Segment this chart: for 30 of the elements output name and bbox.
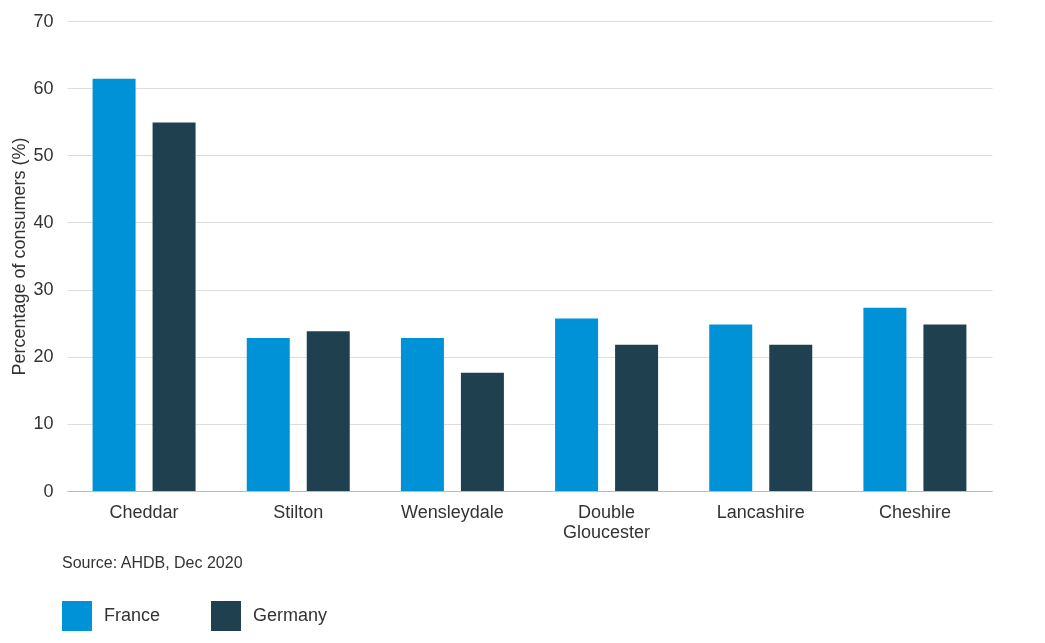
x-tick-label: Lancashire [716, 501, 805, 522]
y-tick-label: 20 [33, 346, 54, 367]
source-note: Source: AHDB, Dec 2020 [62, 554, 243, 571]
bar [615, 344, 659, 491]
bar [555, 318, 599, 491]
legend-label: France [104, 605, 161, 625]
bar [152, 122, 196, 491]
y-tick-label: 30 [33, 279, 54, 300]
bar [246, 337, 290, 491]
y-tick-label: 70 [33, 10, 54, 31]
bar [863, 307, 907, 491]
y-axis-title: Percentage of consumers (%) [9, 137, 30, 376]
y-tick-label: 50 [33, 144, 54, 165]
bar [709, 324, 753, 491]
y-tick-label: 60 [33, 77, 54, 98]
y-tick-label: 40 [33, 211, 54, 232]
x-tick-label: Cheshire [878, 501, 951, 522]
x-tick-label: Double Gloucester [563, 501, 651, 542]
bar [92, 78, 136, 491]
x-tick-label: Cheddar [109, 501, 179, 522]
bar [460, 372, 504, 491]
x-tick-label: Wensleydale [401, 501, 504, 522]
bar [306, 331, 350, 491]
y-tick-label: 0 [43, 480, 54, 501]
legend-label: Germany [253, 605, 328, 625]
bar [769, 344, 813, 491]
y-tick-label: 10 [33, 413, 54, 434]
bar [923, 324, 967, 491]
bar [400, 337, 444, 491]
x-tick-label: Stilton [273, 501, 324, 522]
